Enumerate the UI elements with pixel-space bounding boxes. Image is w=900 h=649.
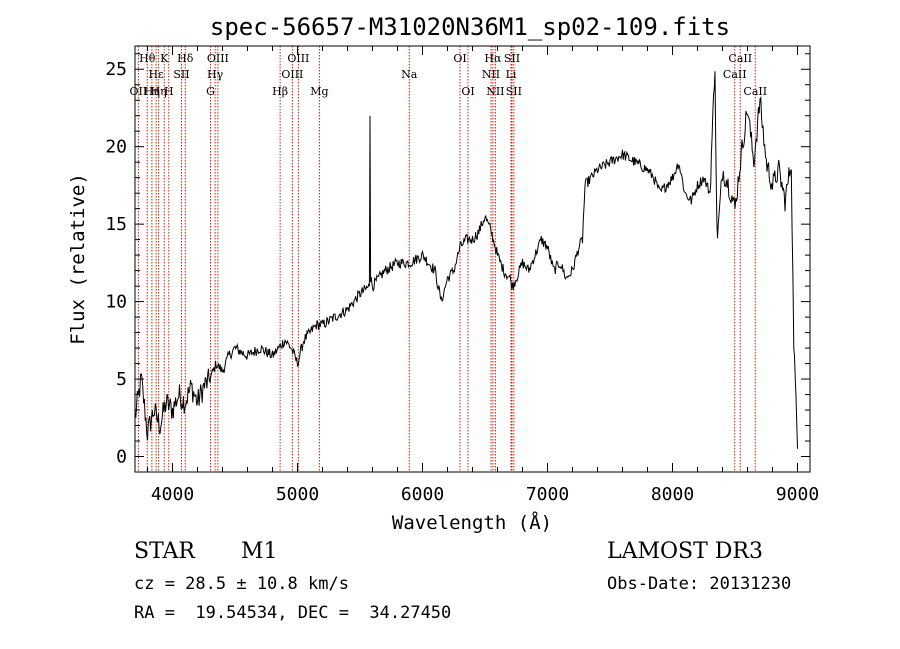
emission-line-label: CaII: [728, 52, 752, 65]
emission-line-label: Hθ: [139, 52, 156, 65]
emission-line-label: NII: [486, 85, 504, 98]
survey-name: LAMOST DR3: [607, 539, 763, 564]
star-class: STAR: [134, 539, 195, 564]
emission-line-label: Li: [506, 68, 517, 81]
emission-line-label: SII: [506, 85, 522, 98]
emission-line-label: CaII: [743, 85, 767, 98]
y-tick-label: 10: [105, 292, 127, 313]
emission-line-label: K: [160, 52, 169, 65]
star-subclass: M1: [241, 539, 278, 564]
emission-line-label: Hα: [484, 52, 502, 65]
emission-line-label: Hη: [151, 85, 167, 98]
emission-line-label: OII: [130, 85, 148, 98]
y-axis-label: Flux (relative): [67, 173, 89, 345]
emission-line-label: OIII: [287, 52, 309, 65]
x-axis-ticks: 4000 5000 6000 7000 8000 9000: [147, 46, 819, 505]
y-axis-ticks: 0 5 10 15 20 25: [105, 53, 810, 468]
emission-line-labels: OII Hθ Hη Hε Hη K H SII Hδ G Hγ OIII Hβ OIII OIII Mg Na O…: [130, 52, 768, 98]
emission-line-label: Hε: [148, 68, 164, 81]
y-tick-label: 25: [105, 59, 127, 80]
emission-line-label: Hδ: [177, 52, 194, 65]
emission-line-label: CaII: [723, 68, 747, 81]
ra-dec-coordinates: RA = 19.54534, DEC = 34.27450: [134, 603, 452, 623]
chart-title: spec-56657-M31020N36M1_sp02-109.fits: [210, 13, 730, 41]
x-axis-label: Wavelength (Å): [392, 511, 552, 534]
emission-line-label: NII: [482, 68, 500, 81]
emission-line-label: SII: [173, 68, 189, 81]
emission-line-label: SII: [504, 52, 520, 65]
x-tick-label: 5000: [276, 484, 319, 505]
x-tick-label: 9000: [776, 484, 819, 505]
x-tick-label: 4000: [151, 484, 194, 505]
y-tick-label: 5: [116, 369, 127, 390]
emission-line-label: OI: [453, 52, 466, 65]
x-tick-label: 8000: [651, 484, 694, 505]
emission-line-label: OIII: [207, 52, 229, 65]
emission-line-label: G: [206, 85, 215, 98]
observation-date: Obs-Date: 20131230: [607, 574, 792, 594]
y-tick-label: 20: [105, 137, 127, 158]
spectrum-line: [134, 71, 798, 449]
x-tick-label: 6000: [401, 484, 444, 505]
emission-line-label: OI: [461, 85, 474, 98]
emission-line-label: H: [164, 85, 174, 98]
y-tick-label: 0: [116, 447, 127, 468]
emission-line-label: Na: [401, 68, 418, 81]
redshift-velocity: cz = 28.5 ± 10.8 km/s: [134, 574, 349, 594]
emission-line-label: Hβ: [272, 85, 288, 98]
emission-line-label: OIII: [281, 68, 303, 81]
x-tick-label: 7000: [526, 484, 569, 505]
emission-line-markers: [137, 46, 756, 472]
emission-line-label: Hη: [144, 85, 160, 98]
emission-line-label: Hγ: [207, 68, 224, 81]
emission-line-label: Mg: [310, 85, 328, 98]
y-tick-label: 15: [105, 214, 127, 235]
plot-frame: [134, 45, 811, 473]
